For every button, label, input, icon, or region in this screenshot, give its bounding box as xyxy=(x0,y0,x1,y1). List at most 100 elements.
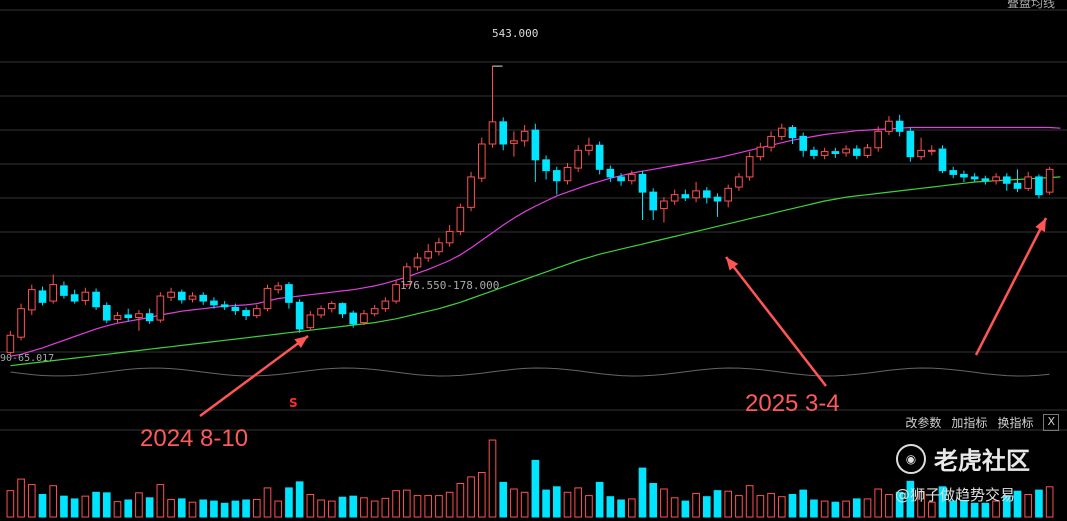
volume-bar xyxy=(1035,489,1043,518)
volume-bar xyxy=(167,498,175,518)
arrow-2024-head xyxy=(294,336,308,349)
volume-bar xyxy=(231,500,240,518)
candle-body xyxy=(445,230,454,244)
candle-body xyxy=(927,149,936,152)
volume-bar xyxy=(938,486,947,518)
candle-body xyxy=(981,178,990,182)
candle-body xyxy=(424,251,433,259)
volume-bar xyxy=(777,496,786,518)
candle-body xyxy=(852,148,861,156)
candle-body xyxy=(595,144,604,170)
candle-body xyxy=(145,313,154,322)
volume-bar xyxy=(381,497,390,518)
volume-bar xyxy=(574,487,583,518)
candle-body xyxy=(863,147,872,156)
candle-body xyxy=(756,146,765,158)
candle-body xyxy=(102,305,111,321)
candle-body xyxy=(220,304,229,308)
volume-bar xyxy=(520,491,529,518)
candle-body xyxy=(670,194,679,202)
candle-body xyxy=(113,315,122,320)
author-tag: @狮子做趋势交易 xyxy=(895,486,1016,504)
candle-body xyxy=(842,148,850,154)
volume-bar xyxy=(563,491,572,518)
candle-body xyxy=(327,303,336,310)
volume-bar xyxy=(477,472,486,518)
volume-bar xyxy=(370,500,379,518)
volume-bar xyxy=(767,492,775,518)
candle-body xyxy=(17,308,25,338)
annotation-2024: 2024 8-10 xyxy=(140,425,249,452)
candle-body xyxy=(167,291,175,298)
close-icon[interactable]: X xyxy=(1043,414,1059,431)
candle-body xyxy=(263,287,272,310)
candle-body xyxy=(574,149,583,169)
volume-bar xyxy=(252,498,261,518)
switch-indicator-button[interactable]: 换指标 xyxy=(997,416,1034,430)
candle-body xyxy=(949,170,958,175)
volume-bar xyxy=(242,499,250,518)
volume-bar xyxy=(317,499,325,518)
candle-body xyxy=(124,314,133,319)
volume-bar xyxy=(306,494,315,518)
volume-bar xyxy=(360,497,368,518)
candle-body xyxy=(542,159,550,172)
candle-body xyxy=(960,173,968,178)
candle-body xyxy=(274,285,283,291)
sell-signal-mark: S xyxy=(289,396,298,410)
mid-range-label: 176.550-178.000 xyxy=(400,279,500,292)
volume-bar xyxy=(102,492,111,518)
volume-bar xyxy=(199,499,208,518)
volume-bar xyxy=(338,496,347,518)
candle-body xyxy=(1002,176,1011,184)
candle-body xyxy=(510,140,518,144)
candle-body xyxy=(199,294,208,302)
volume-bar xyxy=(981,502,990,518)
candle-body xyxy=(499,121,508,145)
volume-bar xyxy=(788,494,797,518)
volume-bar xyxy=(145,497,154,518)
candle-body xyxy=(585,144,593,151)
candle-body xyxy=(285,284,293,303)
volume-bar xyxy=(927,501,936,518)
candle-body xyxy=(895,120,904,132)
candle-body xyxy=(477,143,486,179)
arrow-2024 xyxy=(199,334,309,418)
candle-body xyxy=(317,308,325,316)
volume-bar xyxy=(627,498,636,518)
volume-bar xyxy=(92,491,100,518)
candle-body xyxy=(488,121,497,145)
candle-body xyxy=(552,170,561,182)
candle-body xyxy=(413,257,422,268)
volume-bar xyxy=(895,491,904,518)
candle-body xyxy=(702,190,711,198)
volume-bar xyxy=(906,480,915,518)
volume-bar xyxy=(863,498,872,518)
add-indicator-button[interactable]: 加指标 xyxy=(951,416,988,430)
candle-body xyxy=(210,300,218,306)
volume-bar xyxy=(188,501,197,518)
volume-bar xyxy=(831,501,840,518)
candle-body xyxy=(820,151,829,156)
volume-bar xyxy=(295,481,304,518)
candle-body xyxy=(70,294,79,302)
volume-bar xyxy=(745,485,754,518)
volume-bar xyxy=(445,491,454,518)
volume-bar xyxy=(488,439,497,518)
candle-body xyxy=(692,190,700,199)
candle-body xyxy=(392,284,400,302)
volume-bar xyxy=(842,500,850,518)
candle-body xyxy=(767,135,775,148)
volume-bar xyxy=(917,491,925,518)
arrow-2025-right xyxy=(974,217,1048,356)
candle-body xyxy=(649,191,658,211)
candle-body xyxy=(638,173,647,193)
volume-bar xyxy=(113,501,122,518)
indicator-line xyxy=(10,367,1050,377)
volume-bar xyxy=(649,483,658,518)
watermark-brand: 老虎社区 xyxy=(934,447,1030,475)
change-params-button[interactable]: 改参数 xyxy=(905,416,942,430)
volume-bar xyxy=(542,489,550,518)
candle-body xyxy=(252,308,261,317)
candle-body xyxy=(713,196,722,202)
